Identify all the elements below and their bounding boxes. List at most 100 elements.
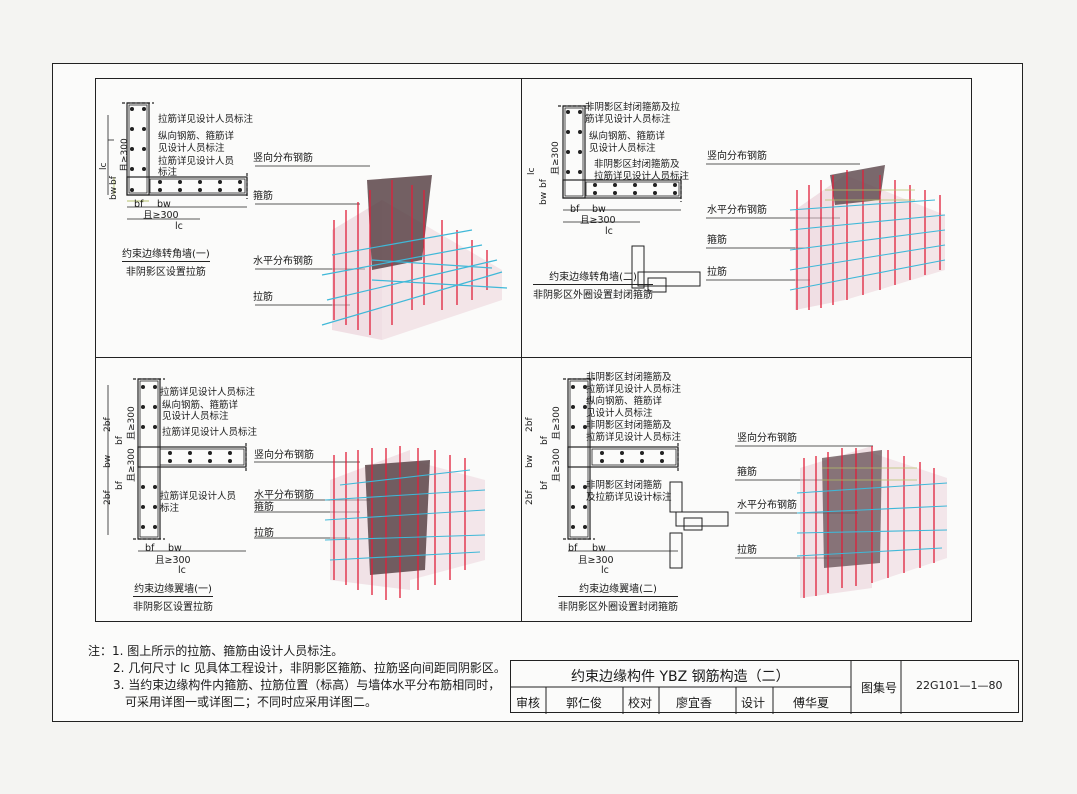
p3-label-2: 纵向钢筋、箍筋详 <box>162 400 239 411</box>
p4-label-6: 拉筋详见设计人员标注 <box>586 432 682 443</box>
p3-plan-section <box>107 378 247 552</box>
p4-label-4: 见设计人员标注 <box>586 408 653 419</box>
p4-label-3: 纵向钢筋、箍筋详 <box>586 396 663 407</box>
p4-dim-ge300-top: 且≥300 <box>552 406 562 440</box>
detail-frame <box>95 78 972 622</box>
p4-dim-ge300-x: 且≥300 <box>578 555 614 566</box>
p3-callout-horizontal: 水平分布钢筋 <box>254 490 314 501</box>
p2-label-1: 非阴影区封闭箍筋及拉 <box>585 102 681 113</box>
p4-label-5: 非阴影区封闭箍筋及 <box>586 420 672 431</box>
p4-label-8: 及拉筋详见设计标注 <box>586 492 672 503</box>
p4-caption-title: 约束边缘翼墙(二) <box>558 580 678 597</box>
p1-label-4: 拉筋详见设计人员 <box>158 156 235 167</box>
p4-dim-bw-x: bw <box>592 543 606 554</box>
p3-dim-bf-bot: bf <box>115 481 125 490</box>
note-4: 可采用详图一或详图二；不同时应采用详图二。 <box>125 695 378 709</box>
p4-callout-horizontal: 水平分布钢筋 <box>737 500 797 511</box>
p3-dim-2bf-bot: 2bf <box>103 490 113 505</box>
p2-dim-bf: bf <box>539 179 549 188</box>
atlas-number: 22G101—1—80 <box>916 679 1003 692</box>
p3-callout-stirrup: 箍筋 <box>254 502 274 513</box>
p1-caption-title: 约束边缘转角墙(一) <box>122 245 210 262</box>
p1-caption-subtitle: 非阴影区设置拉筋 <box>125 267 206 278</box>
reviewer-name: 郭仁俊 <box>566 696 603 710</box>
p2-dim-bw-x: bw <box>592 204 606 215</box>
p4-label-2: 拉筋详见设计人员标注 <box>586 384 682 395</box>
p2-dim-ge300-x: 且≥300 <box>580 215 616 226</box>
p3-caption-subtitle: 非阴影区设置拉筋 <box>133 602 213 613</box>
p3-dim-ge300-bot: 且≥300 <box>127 448 137 482</box>
p4-dim-2bf-bot: 2bf <box>525 490 535 505</box>
p1-dim-lc-x: lc <box>175 221 183 232</box>
p2-label-3: 纵向钢筋、箍筋详 <box>589 131 666 142</box>
p2-callout-horizontal: 水平分布钢筋 <box>707 205 767 216</box>
p1-label-2: 纵向钢筋、箍筋详 <box>158 131 235 142</box>
p2-dim-lc: lc <box>527 167 537 175</box>
p3-dim-lc-x: lc <box>178 565 186 576</box>
p1-callout-tie: 拉筋 <box>253 292 273 303</box>
p4-callout-stirrup: 箍筋 <box>737 467 757 478</box>
p1-dim-bf: bf <box>109 176 119 185</box>
p2-label-6: 拉筋详见设计人员标注 <box>594 171 690 182</box>
p4-label-1: 非阴影区封闭箍筋及 <box>586 372 672 383</box>
p3-caption: 约束边缘翼墙(一) 非阴影区设置拉筋 <box>133 580 213 613</box>
p1-caption: 约束边缘转角墙(一) 非阴影区设置拉筋 <box>122 245 210 278</box>
p3-dim-ge300-top: 且≥300 <box>127 406 137 440</box>
p1-dim-bf-x: bf <box>134 199 144 210</box>
p1-dim-bw: bw <box>109 186 119 200</box>
note-2: 2. 几何尺寸 lc 见具体工程设计，非阴影区箍筋、拉筋竖向间距同阴影区。 <box>113 661 506 675</box>
p2-label-2: 筋详见设计人员标注 <box>585 114 671 125</box>
p3-label-6: 标注 <box>160 503 180 514</box>
drawing-title: 约束边缘构件 YBZ 钢筋构造（二） <box>571 669 790 685</box>
p2-callout-stirrup: 箍筋 <box>707 235 727 246</box>
p4-label-7: 非阴影区封闭箍筋 <box>586 480 663 491</box>
p1-dim-lc: lc <box>99 162 109 170</box>
p4-caption: 约束边缘翼墙(二) 非阴影区外圈设置封闭箍筋 <box>558 580 678 613</box>
vertical-divider <box>521 78 522 622</box>
horizontal-divider <box>95 357 972 358</box>
p3-dim-bf-x: bf <box>145 543 155 554</box>
p4-callout-tie: 拉筋 <box>737 545 757 556</box>
p3-dim-bw: bw <box>103 454 113 468</box>
p1-3d-rebar-view <box>321 175 508 340</box>
p2-caption: 约束边缘转角墙(二) 非阴影区外圈设置封闭箍筋 <box>533 268 653 301</box>
p3-3d-rebar-view <box>324 446 486 600</box>
p1-callout-vertical: 竖向分布钢筋 <box>253 153 313 164</box>
p1-label-5: 标注 <box>158 167 178 178</box>
p4-dim-bf-x: bf <box>568 543 578 554</box>
p2-callout-vertical: 竖向分布钢筋 <box>707 151 767 162</box>
p3-dim-ge300-x: 且≥300 <box>155 555 191 566</box>
p2-caption-subtitle: 非阴影区外圈设置封闭箍筋 <box>533 290 653 301</box>
p4-plan-section <box>563 378 679 552</box>
p4-closed-stirrup-sketch <box>669 481 729 569</box>
p1-dim-ge300-x: 且≥300 <box>143 210 179 221</box>
p3-label-4: 拉筋详见设计人员标注 <box>162 427 258 438</box>
p2-dim-bw: bw <box>539 191 549 205</box>
p2-leader-lines <box>706 163 860 281</box>
p4-dim-bf-bot: bf <box>540 481 550 490</box>
p2-label-5: 非阴影区封闭箍筋及 <box>594 159 680 170</box>
p1-label-3: 见设计人员标注 <box>158 143 225 154</box>
p2-3d-rebar-view <box>789 165 946 310</box>
p2-dim-lc-x: lc <box>605 226 613 237</box>
p2-caption-title: 约束边缘转角墙(二) <box>533 268 653 285</box>
p2-dim-bf-x: bf <box>570 204 580 215</box>
p1-dim-bw-x: bw <box>157 199 171 210</box>
p4-dim-lc-x: lc <box>601 565 609 576</box>
p1-dim-ge300: 且≥300 <box>120 138 130 172</box>
p1-callout-horizontal: 水平分布钢筋 <box>253 256 313 267</box>
p4-caption-subtitle: 非阴影区外圈设置封闭箍筋 <box>558 602 678 613</box>
p3-label-1: 拉筋详见设计人员标注 <box>160 387 256 398</box>
p1-label-1: 拉筋详见设计人员标注 <box>158 114 254 125</box>
p2-callout-tie: 拉筋 <box>707 267 727 278</box>
p2-closed-stirrup-sketch <box>631 245 701 293</box>
note-3: 3. 当约束边缘构件内箍筋、拉筋位置（标高）与墙体水平分布筋相同时， <box>113 678 501 692</box>
p2-plan-section <box>558 105 682 223</box>
p2-dim-ge300: 且≥300 <box>551 141 561 175</box>
p3-callout-tie: 拉筋 <box>254 528 274 539</box>
p3-label-5: 拉筋详见设计人员 <box>160 491 237 502</box>
p3-callout-vertical: 竖向分布钢筋 <box>254 450 314 461</box>
p3-label-3: 见设计人员标注 <box>162 411 229 422</box>
checker-name: 廖宜香 <box>676 696 713 710</box>
p4-dim-ge300-bot: 且≥300 <box>552 448 562 482</box>
